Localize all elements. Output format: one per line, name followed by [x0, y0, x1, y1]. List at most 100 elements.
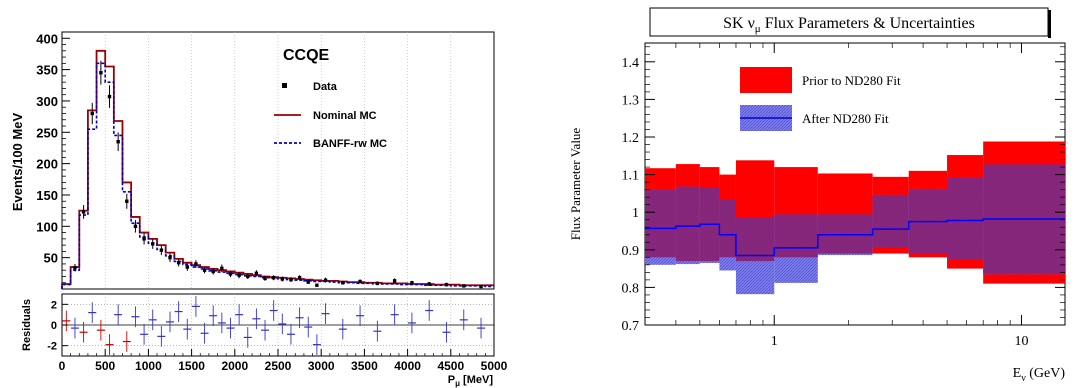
data-point	[444, 282, 449, 287]
data-point	[237, 273, 241, 277]
flux-y-tick-label: 1.4	[622, 56, 640, 71]
flux-y-axis: 0.7 0.8 0.9 1 1.1 1.2 1.3 1.4	[622, 46, 1065, 334]
data-point	[375, 281, 380, 286]
residual-points	[62, 296, 486, 355]
ccqe-title: CCQE	[283, 47, 330, 64]
data-point	[168, 255, 172, 260]
x-tick-label: 4500	[437, 359, 464, 373]
after-central-path	[645, 218, 1065, 257]
data-point	[306, 280, 310, 284]
residuals-y-axis: -2 0 2	[47, 299, 68, 353]
residuals-panel: -202 0 500 1000 1500 2000 2500 3000 3500 4000 450…	[21, 293, 508, 388]
data-point	[280, 277, 285, 281]
legend-data-marker	[282, 83, 287, 88]
residuals-y-axis-label: Residuals	[21, 299, 33, 351]
legend-prior-label: Prior to ND280 Fit	[802, 73, 901, 88]
flux-y-tick-label: 1.3	[622, 93, 640, 108]
y-tick-label: 100	[36, 219, 58, 234]
data-point	[271, 276, 276, 280]
x-tick-label: 2000	[221, 359, 248, 373]
data-point	[254, 271, 259, 276]
x-tick-label: 3500	[351, 359, 378, 373]
y-tick-label: 400	[36, 31, 58, 46]
data-point	[427, 282, 431, 286]
y-tick-label: 50	[44, 251, 58, 266]
flux-y-tick-label: 0.7	[622, 319, 640, 334]
y-tick-label: 150	[36, 188, 58, 203]
residual-y-tick-label: 2	[51, 299, 57, 311]
flux-y-tick-label: 0.8	[622, 281, 640, 296]
x-tick-label: 4000	[394, 359, 421, 373]
flux-title-frame	[649, 7, 1049, 37]
x-tick-label: 0	[59, 359, 66, 373]
legend-data-label: Data	[313, 81, 338, 93]
data-point	[315, 283, 319, 287]
data-point	[341, 281, 345, 285]
overlap-band-bin	[872, 194, 909, 248]
data-point	[410, 281, 414, 285]
y-tick-label: 300	[36, 94, 58, 109]
flux-y-tick-label: 1	[632, 206, 639, 221]
ccqe-y-axis: 50 100 150 200 250 300 350 400	[36, 31, 70, 284]
flux-y-tick-label: 0.9	[622, 244, 640, 259]
flux-x-tick-label: 1	[771, 334, 778, 349]
legend-nominal-label: Nominal MC	[313, 110, 377, 122]
flux-legend: Prior to ND280 Fit After ND280 Fit	[740, 67, 901, 131]
banff-mc-line	[61, 62, 494, 289]
data-point	[116, 139, 120, 144]
data-point	[297, 276, 302, 280]
flux-y-tick-label: 1.2	[622, 131, 640, 146]
flux-panel: 0.7 0.8 0.9 1 1.1 1.2 1.3 1.4 1 10 SK νμ Flux Pa…	[568, 7, 1066, 384]
after-central-line	[645, 218, 1065, 257]
data-point	[392, 279, 397, 283]
legend-prior-swatch	[740, 67, 792, 93]
ccqe-frame	[61, 31, 495, 290]
y-tick-label: 250	[36, 125, 58, 140]
legend-after-label: After ND280 Fit	[802, 111, 889, 126]
ccqe-panel: 50 100 150 200 250 300 350 400 CCQE Data Nomina…	[10, 31, 495, 290]
overlap-band-bin	[774, 214, 818, 258]
flux-y-axis-label: Flux Parameter Value	[568, 128, 583, 241]
overlap-band-bin	[675, 186, 700, 262]
flux-y-tick-label: 1.1	[622, 169, 640, 184]
data-point	[194, 262, 198, 266]
x-tick-label: 1500	[178, 359, 205, 373]
data-point	[73, 265, 77, 270]
overlap-band-bin	[947, 177, 984, 260]
data-point	[159, 248, 164, 252]
flux-title-shadow	[1048, 10, 1051, 38]
overlap-band-bin	[719, 199, 736, 258]
data-point	[246, 274, 250, 279]
ccqe-y-axis-label: Events/100 MeV	[10, 113, 25, 212]
data-point	[107, 94, 112, 99]
data-point	[358, 279, 362, 284]
data-point	[125, 199, 129, 203]
data-point	[176, 260, 181, 265]
data-point	[220, 266, 224, 271]
flux-x-axis: 1 10	[675, 43, 1028, 349]
data-point	[289, 277, 293, 282]
data-point	[90, 111, 94, 116]
data-point	[202, 268, 207, 272]
data-point	[142, 237, 146, 241]
y-tick-label: 350	[36, 63, 58, 78]
data-point	[133, 224, 138, 229]
data-point	[263, 276, 267, 281]
flux-x-axis-label: Eν (GeV)	[1013, 366, 1066, 384]
flux-x-tick-label: 10	[1014, 334, 1028, 349]
data-point	[211, 269, 215, 274]
data-point	[462, 284, 466, 288]
data-point	[323, 278, 328, 282]
data-point	[81, 210, 86, 214]
residual-y-tick-label: -2	[47, 341, 57, 353]
x-tick-label: 5000	[481, 359, 508, 373]
residuals-grid	[62, 294, 494, 356]
ccqe-x-axis-label: Pμ [MeV]	[448, 374, 494, 388]
legend-banff-label: BANFF-rw MC	[313, 138, 387, 150]
residual-y-tick-label: 0	[51, 320, 57, 332]
data-points	[73, 60, 483, 289]
x-tick-label: 3000	[308, 359, 335, 373]
x-tick-label: 1000	[135, 359, 162, 373]
data-point	[99, 71, 103, 75]
